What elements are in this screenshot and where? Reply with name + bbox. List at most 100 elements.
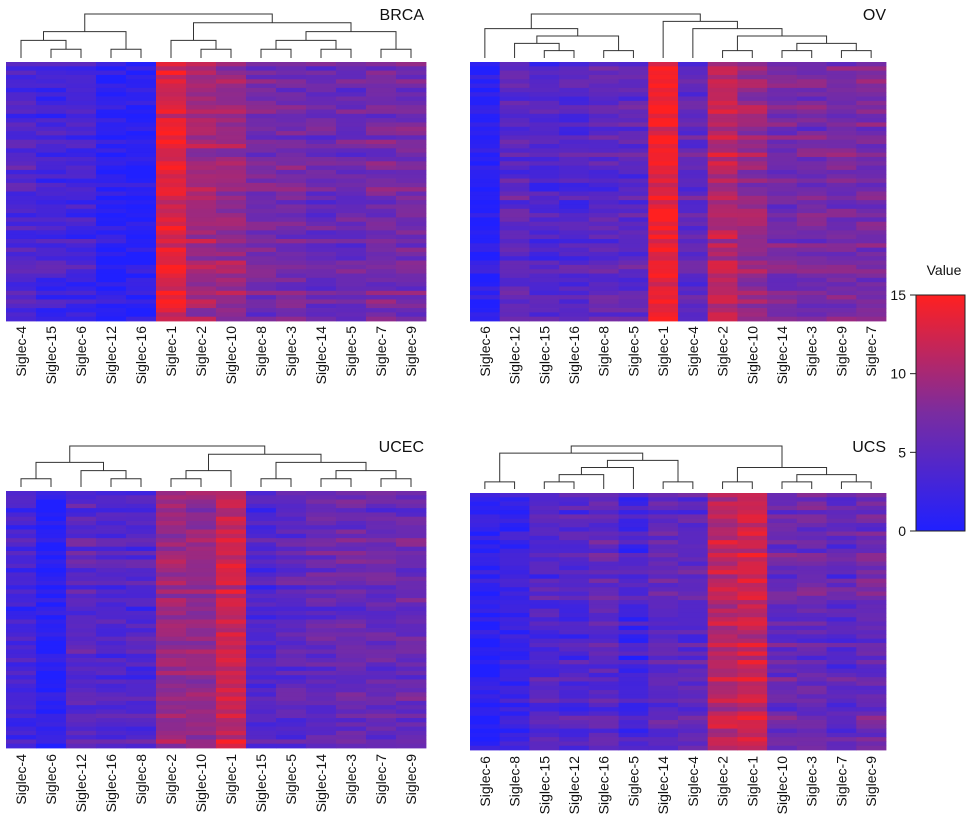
heatmap-cell [737,303,768,309]
heatmap-cell [826,79,857,84]
heatmap-cell [156,653,187,659]
heatmap-cell [396,260,427,266]
heatmap-cell [36,286,67,292]
heatmap-cell [396,74,427,80]
heatmap-cell [216,491,247,496]
heatmap-cell [6,152,37,158]
heatmap-cell [618,548,649,554]
heatmap-cell [96,118,127,123]
heatmap-cell [529,277,560,283]
heatmap-cell [366,580,397,586]
heatmap-cell [156,516,187,522]
heatmap-cell [36,243,67,249]
heatmap-cell [856,109,887,115]
heatmap-cell [396,688,427,693]
heatmap-cell [559,139,590,145]
heatmap-cell [246,282,277,287]
heatmap-cell [678,527,709,532]
heatmap-cell [156,282,187,287]
heatmap-cell [499,493,530,498]
heatmap-cell [36,234,67,240]
heatmap-cell [366,718,397,723]
heatmap-cell [618,156,649,162]
heatmap-cell [559,548,590,554]
heatmap-cell [856,544,887,550]
heatmap-cell [66,542,97,548]
heatmap-cell [618,122,649,128]
heatmap-cell [66,730,97,736]
heatmap-cell [588,617,619,622]
heatmap-cell [6,610,37,616]
heatmap-cell [707,664,738,670]
heatmap-cell [366,286,397,292]
heatmap-cell [276,169,307,175]
heatmap-cell [96,546,127,552]
heatmap-cell [306,316,337,322]
heatmap-cell [336,200,367,205]
heatmap-cell [529,724,560,729]
heatmap-cell [396,221,427,227]
heatmap-cell [276,178,307,184]
heatmap-cell [96,542,127,548]
heatmap-cell [826,728,857,734]
heatmap-cell [276,709,307,715]
heatmap-cell [126,602,157,608]
heatmap-cell [36,208,67,214]
heatmap-cell [588,100,619,106]
heatmap-cell [96,243,127,249]
heatmap-cell [366,303,397,309]
heatmap-cell [826,514,857,520]
heatmap-cell [216,662,247,668]
heatmap-cell [499,286,530,292]
heatmap-cell [796,230,827,236]
heatmap-cell [737,221,768,227]
heatmap-cell [678,161,709,166]
column-label: Siglec-2 [715,756,731,807]
heatmap-cell [856,625,887,631]
heatmap-cell [366,113,397,119]
heatmap-cell [559,303,590,309]
heatmap-cell [276,520,307,526]
heatmap-cell [707,213,738,218]
heatmap-cell [66,213,97,218]
heatmap-cell [96,593,127,599]
heatmap-cell [856,582,887,588]
heatmap-cell [186,251,217,257]
heatmap-cell [499,260,530,266]
heatmap-cell [366,705,397,710]
heatmap-cell [470,638,501,644]
heatmap-cell [216,221,247,227]
heatmap-cell [856,161,887,166]
heatmap-cell [856,587,887,592]
heatmap-cell [826,668,857,674]
heatmap-cell [156,87,187,93]
heatmap-cell [826,497,857,502]
heatmap-cell [559,655,590,661]
heatmap-cell [856,698,887,704]
heatmap-cell [246,538,277,543]
heatmap-cell [246,662,277,668]
dendrogram-branch [796,42,857,51]
heatmap-cell [96,722,127,727]
heatmap-cell [186,277,217,283]
heatmap-cell [6,139,37,145]
heatmap-cell [707,148,738,154]
heatmap-cell [796,277,827,283]
heatmap-cell [336,299,367,305]
heatmap-cell [648,87,679,93]
heatmap-cell [6,295,37,300]
heatmap-cell [826,204,857,210]
heatmap-cell [618,698,649,704]
heatmap-cell [588,578,619,584]
heatmap-cell [186,598,217,603]
heatmap-cell [767,221,798,227]
dendrogram-branch [84,13,273,32]
heatmap-cell [737,135,768,141]
heatmap-cell [6,555,37,560]
heatmap-cell [396,299,427,305]
heatmap-cell [306,585,337,590]
heatmap-cell [856,600,887,605]
heatmap-cell [96,636,127,642]
heatmap-cell [6,615,37,620]
heatmap-cell [707,527,738,532]
